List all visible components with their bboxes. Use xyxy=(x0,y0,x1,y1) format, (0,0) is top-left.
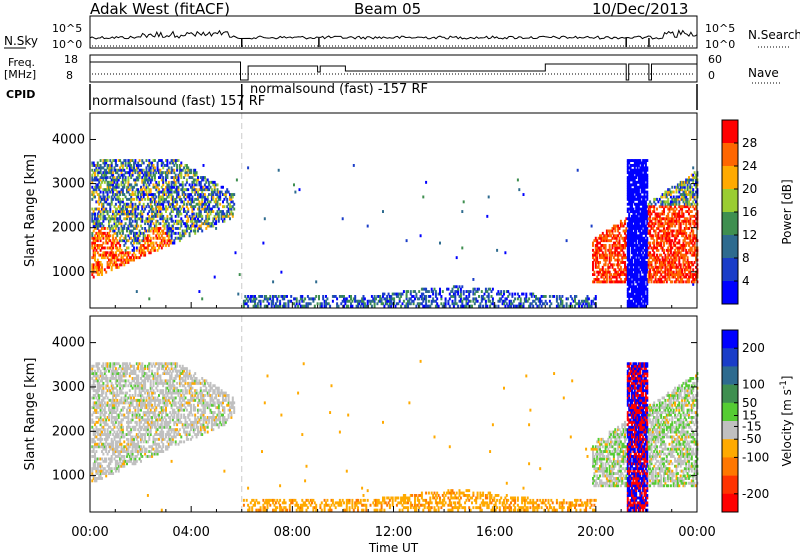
frequency-trace xyxy=(90,61,697,81)
xtick-label-2: 08:00 xyxy=(274,525,311,540)
panel-2-ytick-label-2000: 2000 xyxy=(52,424,85,439)
velocity-colorbar-tick-label-5: -50 xyxy=(742,432,762,446)
freq-unit-label: [MHz] xyxy=(4,68,37,81)
velocity-colorbar-tick-label-2: 50 xyxy=(742,396,757,410)
panel-2-ytick-label-1000: 1000 xyxy=(52,469,85,484)
nsearch-tick-bottom: 10^0 xyxy=(705,38,736,51)
power-colorbar-swatch-2 xyxy=(722,166,738,190)
power-colorbar-swatch-4 xyxy=(722,212,738,236)
velocity-colorbar-tick-label-7: -200 xyxy=(742,487,769,501)
power-colorbar-tick-label-6: 28 xyxy=(742,136,757,150)
velocity-colorbar-swatch-2 xyxy=(722,366,738,385)
nsky-noise-trace xyxy=(89,29,698,40)
cpid-segment-1: normalsound (fast) 157 RF xyxy=(92,94,266,109)
panel-1-cells xyxy=(91,159,699,308)
panel-2-cells xyxy=(91,359,699,512)
power-colorbar-swatch-0 xyxy=(722,120,738,144)
xtick-label-4: 16:00 xyxy=(476,525,513,540)
velocity-colorbar-tick-label-0: 200 xyxy=(742,341,765,355)
station-title: Adak West (fitACF) xyxy=(90,0,230,18)
velocity-colorbar-tick-label-3: 15 xyxy=(742,409,757,423)
power-colorbar-swatch-6 xyxy=(722,258,738,282)
velocity-colorbar-swatch-0 xyxy=(722,330,738,349)
nsearch-label: N.Search xyxy=(748,28,800,42)
velocity-colorbar-swatch-5 xyxy=(722,421,738,440)
cpid-label: CPID xyxy=(6,88,36,101)
panel-2-ylabel: Slant Range [km] xyxy=(23,358,38,471)
velocity-colorbar-swatch-6 xyxy=(722,439,738,458)
power-colorbar-swatch-1 xyxy=(722,143,738,167)
panel-1-ylabel: Slant Range [km] xyxy=(23,154,38,267)
nsky-label: N.Sky xyxy=(4,34,39,48)
x-axis-label: Time UT xyxy=(368,541,419,554)
power-colorbar-swatch-3 xyxy=(722,189,738,213)
date-title: 10/Dec/2013 xyxy=(592,0,689,18)
nave-label: Nave xyxy=(748,66,779,80)
panel-1-ytick-label-3000: 3000 xyxy=(52,177,85,192)
xtick-label-3: 12:00 xyxy=(375,525,412,540)
freq-label: Freq. xyxy=(8,56,36,69)
nave-tick-top: 60 xyxy=(708,53,722,66)
cpid-segment-2: normalsound (fast) -157 RF xyxy=(250,82,428,97)
power-colorbar-swatch-5 xyxy=(722,235,738,259)
nsky-tick-bottom: 10^0 xyxy=(52,38,83,51)
xtick-label-5: 20:00 xyxy=(577,525,614,540)
velocity-colorbar-swatch-3 xyxy=(722,384,738,404)
power-colorbar-tick-label-1: 8 xyxy=(742,251,750,265)
nsky-tick-top: 10^5 xyxy=(52,22,83,35)
xtick-label-1: 04:00 xyxy=(172,525,209,540)
velocity-colorbar-swatch-4 xyxy=(722,402,738,422)
power-colorbar-tick-label-2: 12 xyxy=(742,228,757,242)
velocity-colorbar-swatch-9 xyxy=(722,493,738,513)
xtick-label-6: 00:00 xyxy=(678,525,715,540)
panel-1-ytick-label-1000: 1000 xyxy=(52,265,85,280)
freq-tick-bottom: 8 xyxy=(66,69,73,82)
power-colorbar-label: Power [dB] xyxy=(780,179,794,244)
velocity-colorbar-tick-label-6: -100 xyxy=(742,450,769,464)
velocity-colorbar-swatch-8 xyxy=(722,475,738,495)
panel-2-ytick-label-3000: 3000 xyxy=(52,380,85,395)
power-colorbar-tick-label-4: 20 xyxy=(742,182,757,196)
nsky-panel-frame xyxy=(89,15,698,49)
panel-2-ytick-label-4000: 4000 xyxy=(52,336,85,351)
velocity-colorbar-swatch-7 xyxy=(722,457,738,476)
velocity-colorbar-label: Velocity [m s-1] xyxy=(779,376,794,467)
power-colorbar-tick-label-5: 24 xyxy=(742,159,757,173)
beam-title: Beam 05 xyxy=(354,0,422,18)
power-colorbar-tick-label-0: 4 xyxy=(742,274,750,288)
power-colorbar-tick-label-3: 16 xyxy=(742,205,757,219)
velocity-colorbar-frame xyxy=(721,329,739,513)
velocity-colorbar-tick-label-4: -15 xyxy=(742,419,762,433)
freq-panel-frame xyxy=(89,54,698,83)
nsearch-tick-top: 10^5 xyxy=(705,22,736,35)
velocity-colorbar-swatch-1 xyxy=(722,348,738,367)
velocity-colorbar-tick-label-1: 100 xyxy=(742,378,765,392)
panel-1-ytick-label-2000: 2000 xyxy=(52,221,85,236)
freq-tick-top: 18 xyxy=(64,53,78,66)
xtick-label-0: 00:00 xyxy=(71,525,108,540)
panel-1-ytick-label-4000: 4000 xyxy=(52,132,85,147)
nave-tick-bottom: 0 xyxy=(708,69,715,82)
power-colorbar-swatch-7 xyxy=(722,281,738,305)
